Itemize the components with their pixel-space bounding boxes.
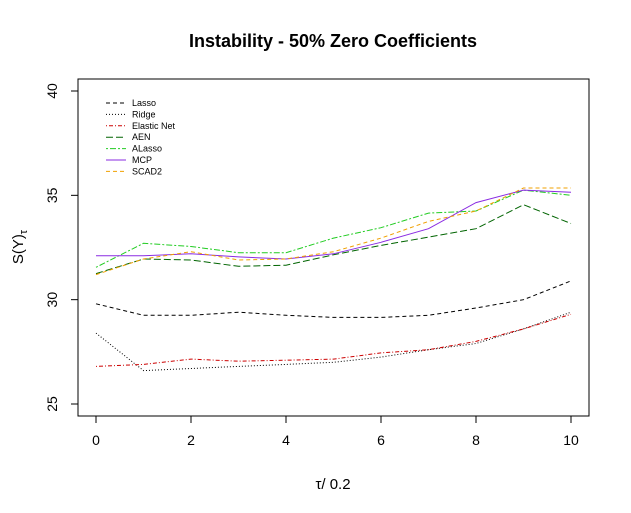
chart-title: Instability - 50% Zero Coefficients (189, 31, 477, 51)
series-line-scad2 (95, 187, 571, 276)
series-line-elastic-net (95, 313, 572, 367)
y-tick-label: 35 (44, 187, 60, 203)
x-tick-label: 0 (92, 432, 100, 448)
legend-label-alasso: ALasso (132, 144, 162, 154)
x-tick-label: 6 (377, 432, 385, 448)
legend-label-scad2: SCAD2 (132, 166, 162, 176)
legend-label-ridge: Ridge (132, 109, 156, 119)
series-line-mcp (96, 189, 572, 260)
x-axis-label: τ/ 0.2 (315, 476, 350, 493)
x-axis-label-rest: / 0.2 (321, 476, 350, 493)
series-line-lasso (95, 280, 572, 318)
y-tick-label: 30 (44, 292, 60, 308)
legend-label-lasso: Lasso (132, 98, 156, 108)
y-axis-label: S(Y)τ (10, 229, 30, 264)
series-line-aen (95, 204, 572, 275)
series-line-ridge (95, 311, 572, 372)
y-axis: 25 30 35 40 (44, 83, 79, 412)
legend-label-aen: AEN (132, 132, 151, 142)
x-tick-label: 10 (563, 432, 579, 448)
legend-label-elastic-net: Elastic Net (132, 121, 176, 131)
x-tick-label: 2 (187, 432, 195, 448)
y-axis-label-main: S(Y) (10, 234, 27, 264)
legend-label-mcp: MCP (132, 155, 152, 165)
x-tick-label: 8 (472, 432, 480, 448)
series-layer (95, 187, 572, 372)
y-axis-label-sub: τ (18, 229, 30, 234)
y-tick-label: 25 (44, 396, 60, 412)
x-axis-label-symbol: τ (315, 476, 321, 493)
y-tick-label: 40 (44, 83, 60, 99)
x-axis: 0 2 4 6 8 10 (92, 415, 579, 448)
series-line-alasso (95, 189, 572, 268)
x-tick-label: 4 (282, 432, 290, 448)
